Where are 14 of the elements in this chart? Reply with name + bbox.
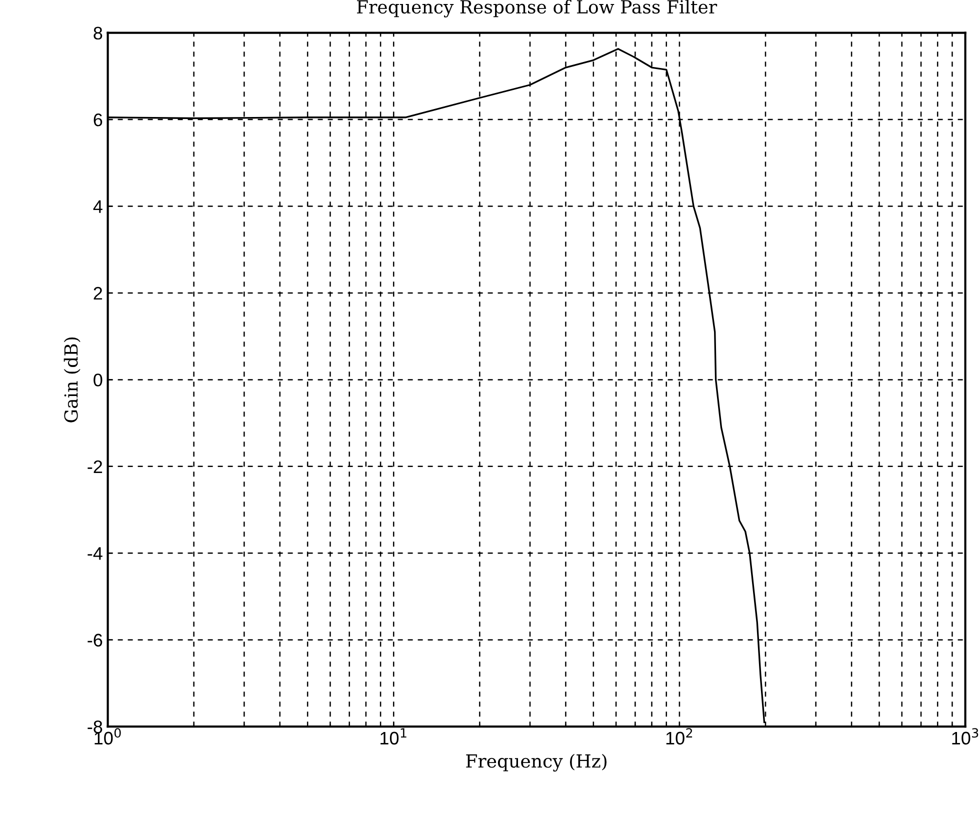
y-tick-label: 6 <box>94 113 102 126</box>
y-tick-label: 2 <box>94 286 102 300</box>
y-tick-label: -4 <box>88 547 102 560</box>
y-tick-label: -6 <box>88 634 102 647</box>
y-axis-title: Gain (dB) <box>64 338 80 422</box>
chart-title: Frequency Response of Low Pass Filter <box>357 0 718 18</box>
y-tick-label: -2 <box>88 460 102 473</box>
x-tick-label: 10$^{1}$ <box>380 728 406 745</box>
x-axis-title: Frequency (Hz) <box>466 754 606 772</box>
x-tick-label: 10$^{3}$ <box>952 728 978 745</box>
y-tick-label: 8 <box>94 26 102 40</box>
x-tick-label: 10$^{2}$ <box>666 728 692 745</box>
y-tick-label: 4 <box>93 200 102 213</box>
y-tick-label: 0 <box>94 374 102 386</box>
